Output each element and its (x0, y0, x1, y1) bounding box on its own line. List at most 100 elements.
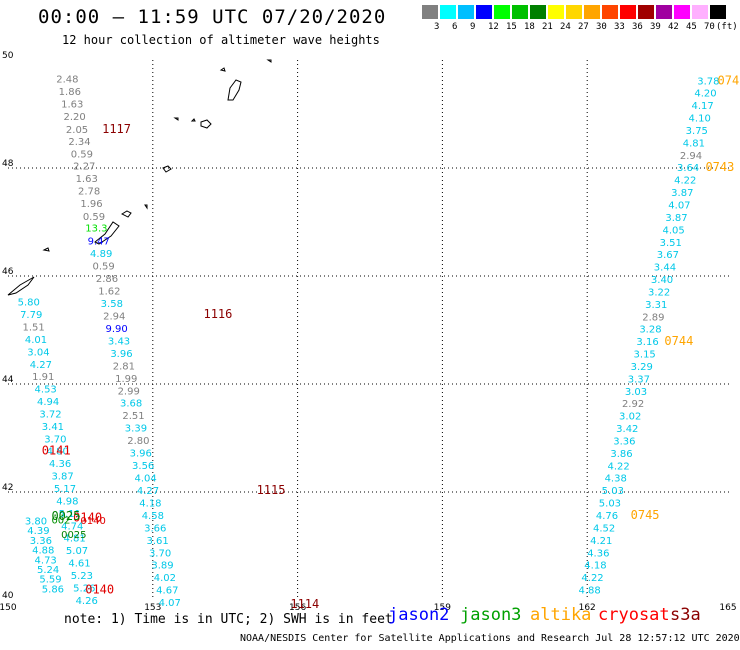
color-scale-label: 27 (578, 22, 589, 32)
satellite-legend-altika: altika (530, 605, 592, 625)
wave-height-value: 1.96 (80, 199, 102, 210)
wave-height-value: 4.36 (49, 459, 71, 470)
wave-height-value: 2.99 (118, 386, 140, 397)
wave-height-value: 2.34 (68, 137, 90, 148)
wave-height-value: 3.41 (42, 422, 64, 433)
color-swatch (422, 5, 438, 19)
wave-height-value: 4.61 (68, 559, 90, 570)
wave-height-value: 2.86 (96, 274, 118, 285)
wave-height-value: 3.42 (616, 424, 638, 435)
wave-height-value: 4.18 (139, 499, 161, 510)
wave-height-value: 0025 (61, 530, 86, 541)
wave-height-value: 3.39 (125, 424, 147, 435)
pass-time-label: 0742 (718, 73, 740, 87)
map-grid (8, 60, 732, 600)
color-scale-label: 45 (686, 22, 697, 32)
island-coastline (144, 204, 148, 210)
wave-height-value: 3.72 (39, 409, 61, 420)
color-scale-label: 12 (488, 22, 499, 32)
track-points: 2.481.861.632.202.052.340.592.271.632.78… (18, 75, 720, 609)
wave-height-value: 0.59 (71, 150, 93, 161)
credits-footer: NOAA/NESDIS Center for Satellite Applica… (240, 633, 740, 644)
y-tick-label: 50 (2, 51, 14, 61)
color-scale-unit: (ft) (716, 22, 738, 32)
island-coastline (120, 210, 132, 218)
color-swatch (710, 5, 726, 19)
wave-height-value: 4.52 (593, 523, 615, 534)
wave-height-value: 3.96 (110, 349, 132, 360)
color-swatch (476, 5, 492, 19)
pass-time-label: 0141 (42, 444, 71, 458)
wave-height-value: 4.98 (56, 496, 78, 507)
color-swatch (602, 5, 618, 19)
wave-height-value: 4.73 (35, 555, 57, 566)
wave-height-value: 0.59 (92, 262, 114, 273)
wave-height-value: 3.03 (625, 387, 647, 398)
y-tick-label: 44 (2, 375, 14, 385)
wave-height-value: 3.75 (686, 126, 708, 137)
wave-height-value: 5.86 (42, 584, 64, 595)
wave-height-value: 3.29 (631, 362, 653, 373)
wave-height-value: 4.20 (694, 89, 716, 100)
y-tick-label: 42 (2, 483, 13, 493)
wave-height-value: 9.47 (88, 237, 110, 248)
wave-height-value: 4.76 (596, 511, 618, 522)
wave-height-value: 4.26 (76, 596, 98, 607)
wave-height-value: 5.17 (54, 484, 76, 495)
wave-height-value: 4.53 (35, 385, 57, 396)
color-scale-label: 3 (434, 22, 440, 32)
pass-time-label: 1116 (203, 307, 232, 321)
wave-height-value: 3.86 (610, 449, 632, 460)
satellite-legend-jason2: jason2 (388, 605, 450, 625)
island-coastline (227, 79, 242, 101)
wave-height-value: 4.02 (154, 573, 176, 584)
island-coastline (173, 117, 179, 121)
wave-height-value: 5.23 (71, 571, 93, 582)
satellite-legend-s3a: s3a (670, 605, 701, 625)
pass-time-label: 1117 (102, 122, 131, 136)
satellite-legend-jason3: jason3 (460, 605, 522, 625)
color-swatch (584, 5, 600, 19)
color-swatch (548, 5, 564, 19)
wave-height-value: 5.80 (18, 298, 40, 309)
color-scale-label: 6 (452, 22, 458, 32)
wave-height-value: 5.26 (73, 583, 95, 594)
wave-height-value: 4.27 (137, 486, 159, 497)
y-tick-label: 40 (2, 591, 14, 601)
page-title: 00:00 – 11:59 UTC 07/20/2020 (38, 6, 387, 28)
color-scale-label: 42 (668, 22, 679, 32)
pass-time-label: 0140 (73, 511, 102, 525)
wave-height-value: 1.51 (22, 323, 44, 334)
wave-height-value: 3.40 (651, 275, 673, 286)
wave-height-value: 2.94 (103, 312, 125, 323)
wave-height-value: 3.61 (147, 536, 169, 547)
wave-height-value: 3.70 (44, 434, 66, 445)
wave-height-value: 3.56 (132, 461, 154, 472)
pass-time-label: 1114 (290, 597, 319, 611)
wave-height-value: 4.21 (590, 536, 612, 547)
wave-height-value: 3.87 (665, 213, 687, 224)
wave-height-value: 3.51 (660, 238, 682, 249)
island-coastline (7, 276, 35, 296)
wave-height-value: 2.05 (66, 125, 88, 136)
wave-height-value: 3.22 (648, 287, 670, 298)
wave-height-value: 3.02 (619, 412, 641, 423)
island-coastline (162, 165, 172, 173)
wave-height-value: 4.80 (47, 447, 69, 458)
wave-height-value: 3.04 (27, 347, 49, 358)
wave-height-value: 4.22 (581, 573, 603, 584)
wave-height-value: 13.3 (85, 224, 107, 235)
wave-height-value: 4.22 (674, 176, 696, 187)
color-scale-label: 15 (506, 22, 517, 32)
y-tick-label: 46 (2, 267, 14, 277)
wave-height-value: 4.04 (134, 474, 156, 485)
wave-height-value: 2.89 (642, 312, 664, 323)
x-tick-label: 159 (434, 603, 451, 613)
wave-height-value: 2.27 (73, 162, 95, 173)
color-swatch (620, 5, 636, 19)
wave-height-value: 4.07 (159, 598, 181, 609)
wave-height-value: 4.88 (32, 546, 54, 557)
wave-height-value: 1.62 (98, 286, 120, 297)
y-tick-label: 48 (2, 159, 14, 169)
wave-height-value: 3.70 (149, 548, 171, 559)
